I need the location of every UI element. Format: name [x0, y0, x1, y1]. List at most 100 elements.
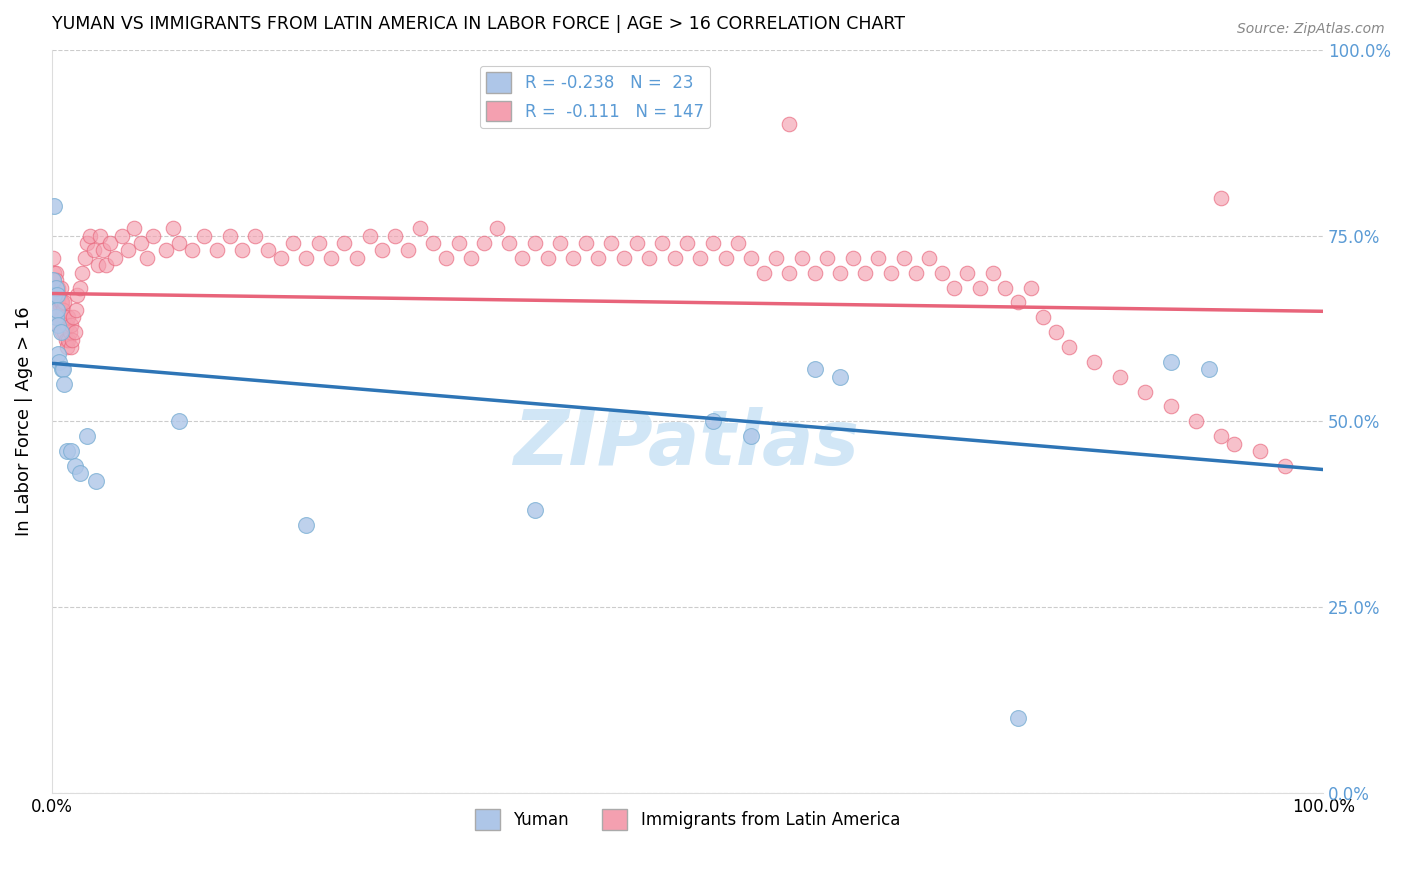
Point [42, 295, 65, 310]
Point [969, 280, 991, 294]
Point [129, 235, 152, 250]
Point [52, 318, 75, 332]
Point [46, 310, 69, 325]
Point [45, 295, 67, 310]
Point [205, 244, 228, 258]
Point [59, 444, 82, 458]
Point [49, 310, 72, 325]
Point [45, 288, 67, 302]
Point [550, 235, 572, 250]
Point [562, 251, 585, 265]
Point [536, 251, 558, 265]
Point [714, 251, 737, 265]
Point [803, 266, 825, 280]
Point [778, 117, 800, 131]
Point [65, 302, 87, 317]
Point [943, 280, 966, 294]
Point [841, 251, 863, 265]
Point [918, 251, 941, 265]
Point [727, 235, 749, 250]
Point [243, 228, 266, 243]
Point [56, 340, 79, 354]
Point [76, 235, 98, 250]
Point [46, 295, 69, 310]
Point [778, 266, 800, 280]
Point [270, 251, 292, 265]
Point [498, 235, 520, 250]
Point [803, 362, 825, 376]
Point [422, 235, 444, 250]
Point [283, 235, 305, 250]
Point [48, 302, 70, 317]
Point [42, 273, 65, 287]
Point [1057, 340, 1080, 354]
Point [44, 199, 66, 213]
Point [1045, 325, 1067, 339]
Point [44, 288, 66, 302]
Point [434, 251, 457, 265]
Point [46, 280, 69, 294]
Point [136, 251, 159, 265]
Point [72, 266, 94, 280]
Point [60, 333, 83, 347]
Point [1160, 355, 1182, 369]
Point [575, 235, 598, 250]
Point [855, 266, 877, 280]
Point [45, 310, 67, 325]
Point [52, 302, 75, 317]
Point [295, 251, 318, 265]
Point [193, 228, 215, 243]
Point [49, 295, 72, 310]
Point [96, 258, 118, 272]
Point [73, 251, 96, 265]
Point [44, 288, 66, 302]
Point [740, 429, 762, 443]
Point [44, 266, 66, 280]
Point [676, 235, 699, 250]
Point [1160, 400, 1182, 414]
Point [740, 251, 762, 265]
Point [1211, 191, 1233, 205]
Point [1133, 384, 1156, 399]
Point [409, 221, 432, 235]
Point [295, 518, 318, 533]
Point [1211, 429, 1233, 443]
Point [702, 235, 724, 250]
Point [104, 251, 127, 265]
Point [48, 288, 70, 302]
Text: ZIPatlas: ZIPatlas [515, 407, 860, 481]
Point [45, 266, 67, 280]
Point [124, 221, 146, 235]
Point [460, 251, 482, 265]
Point [765, 251, 787, 265]
Point [333, 235, 356, 250]
Point [59, 318, 82, 332]
Point [981, 266, 1004, 280]
Legend: Yuman, Immigrants from Latin America: Yuman, Immigrants from Latin America [468, 803, 907, 837]
Point [523, 235, 546, 250]
Point [91, 244, 114, 258]
Point [58, 325, 80, 339]
Point [218, 228, 240, 243]
Point [45, 280, 67, 294]
Point [45, 280, 67, 294]
Point [472, 235, 495, 250]
Point [46, 318, 69, 332]
Point [52, 362, 75, 376]
Point [62, 310, 84, 325]
Point [396, 244, 419, 258]
Point [86, 258, 108, 272]
Point [321, 251, 343, 265]
Point [1223, 436, 1246, 450]
Point [53, 295, 76, 310]
Point [167, 414, 190, 428]
Point [111, 228, 134, 243]
Point [880, 266, 903, 280]
Point [45, 288, 67, 302]
Point [1083, 355, 1105, 369]
Point [167, 235, 190, 250]
Point [48, 355, 70, 369]
Point [53, 377, 76, 392]
Point [66, 288, 89, 302]
Point [1274, 458, 1296, 473]
